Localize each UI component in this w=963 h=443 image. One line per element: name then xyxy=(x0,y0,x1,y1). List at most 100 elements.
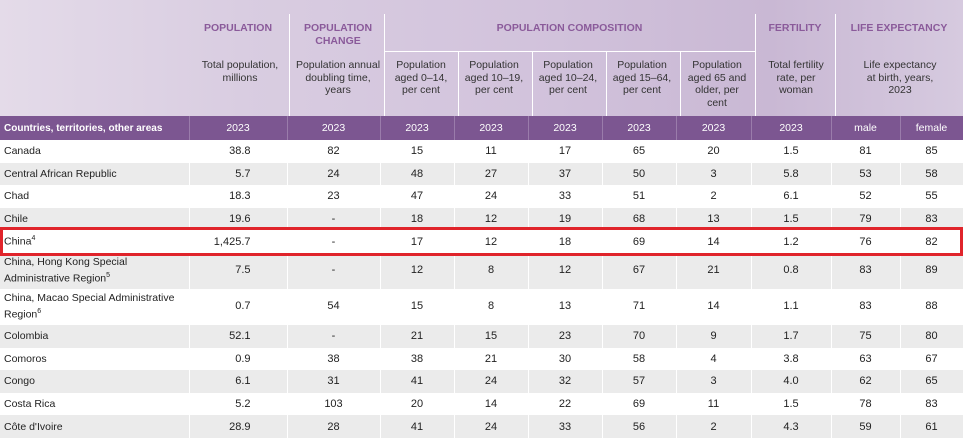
table-cell: 12 xyxy=(380,252,455,289)
table-cell: 31 xyxy=(287,370,381,393)
year-bar: Countries, territories, other areas 2023… xyxy=(0,116,963,140)
subheader-tfr: Total fertility rate, per woman xyxy=(768,59,824,96)
table-cell: 50 xyxy=(602,162,677,186)
table-cell: 24 xyxy=(454,185,529,208)
table-cell: 14 xyxy=(454,392,529,416)
year-cell: 2023 xyxy=(287,116,381,140)
table-cell: 67 xyxy=(602,252,677,289)
table-cell: 79 xyxy=(831,207,901,231)
footnote-marker: 4 xyxy=(31,235,36,243)
year-cell: 2023 xyxy=(528,116,603,140)
table-cell: 33 xyxy=(528,415,603,438)
table-cell: 20 xyxy=(380,392,455,416)
table-cell: 15 xyxy=(380,140,455,163)
country-name: China4 xyxy=(0,230,190,253)
subheader-aged-0-14: Population aged 0–14, per cent xyxy=(394,59,448,96)
country-name: Congo xyxy=(0,370,190,393)
table-cell: 61 xyxy=(900,415,963,438)
table-cell: - xyxy=(287,324,381,348)
table-cell: 23 xyxy=(528,324,603,348)
table-cell: 4.0 xyxy=(751,370,832,393)
table-cell: 0.8 xyxy=(751,252,832,289)
footnote-marker: 6 xyxy=(37,308,42,316)
category-fertility: FERTILITY xyxy=(768,22,822,34)
table-cell: 82 xyxy=(287,140,381,163)
table-cell: 24 xyxy=(454,415,529,438)
table-cell: 1,425.7 xyxy=(189,230,288,253)
male-header: male xyxy=(831,116,901,140)
table-cell: 65 xyxy=(900,370,963,393)
table-cell: 47 xyxy=(380,185,455,208)
table-cell: 5.2 xyxy=(189,392,288,416)
table-cell: 0.9 xyxy=(189,347,288,371)
table-cell: 80 xyxy=(900,324,963,348)
country-name: Chad xyxy=(0,185,190,208)
table-cell: 12 xyxy=(454,230,529,253)
table-cell: 20 xyxy=(676,140,752,163)
table-cell: 81 xyxy=(831,140,901,163)
country-name: China, Macao Special Administrative Regi… xyxy=(0,288,190,325)
table-cell: 21 xyxy=(676,252,752,289)
table-row: Central African Republic 5.7 24 48 27 37 50 3 5.… xyxy=(0,162,963,186)
table-cell: 18.3 xyxy=(189,185,288,208)
table-cell: 15 xyxy=(380,288,455,325)
table-cell: 37 xyxy=(528,162,603,186)
table-cell: 19 xyxy=(528,207,603,231)
table-cell: 32 xyxy=(528,370,603,393)
table-cell: 71 xyxy=(602,288,677,325)
countries-column-header: Countries, territories, other areas xyxy=(0,116,190,140)
subheader-aged-10-24: Population aged 10–24, per cent xyxy=(538,59,598,96)
country-name: Colombia xyxy=(0,324,190,348)
table-cell: 70 xyxy=(602,324,677,348)
category-population-composition: POPULATION COMPOSITION xyxy=(496,22,643,34)
subheader-aged-65: Population aged 65 and older, per cent xyxy=(687,59,747,109)
table-cell: 82 xyxy=(900,230,963,253)
table-cell: 41 xyxy=(380,415,455,438)
country-name: Costa Rica xyxy=(0,392,190,416)
table-cell: 57 xyxy=(602,370,677,393)
table-cell: 41 xyxy=(380,370,455,393)
table-cell: 103 xyxy=(287,392,381,416)
subheader-life-expectancy: Life expectancy at birth, years, 2023 xyxy=(863,59,937,96)
table-cell: 1.1 xyxy=(751,288,832,325)
table-cell: 56 xyxy=(602,415,677,438)
table-cell: 14 xyxy=(676,288,752,325)
table-cell: 12 xyxy=(528,252,603,289)
table-cell: 24 xyxy=(287,162,381,186)
table-cell: 8 xyxy=(454,252,529,289)
table-cell: 15 xyxy=(454,324,529,348)
table-row: Canada 38.8 82 15 11 17 65 20 1.5 81 85 xyxy=(0,140,963,163)
table-cell: 75 xyxy=(831,324,901,348)
table-cell: 0.7 xyxy=(189,288,288,325)
table-cell: 78 xyxy=(831,392,901,416)
table-cell: 69 xyxy=(602,392,677,416)
table-cell: 6.1 xyxy=(189,370,288,393)
table-cell: 38 xyxy=(287,347,381,371)
table-cell: 83 xyxy=(900,392,963,416)
table-cell: 38.8 xyxy=(189,140,288,163)
table-row: Comoros 0.9 38 38 21 30 58 4 3.8 63 67 xyxy=(0,347,963,371)
table-cell: 1.5 xyxy=(751,140,832,163)
table-cell: 17 xyxy=(528,140,603,163)
category-life-expectancy: LIFE EXPECTANCY xyxy=(850,22,948,34)
category-population: POPULATION xyxy=(203,22,273,34)
table-cell: 58 xyxy=(900,162,963,186)
table-row: China4 1,425.7-17 12 18 69 14 1.2 76 82 xyxy=(0,230,963,253)
table-row: Colombia 52.1-21 15 23 70 9 1.7 75 80 xyxy=(0,324,963,348)
table-row: Chad 18.3 23 47 24 33 51 2 6.1 52 55 xyxy=(0,185,963,208)
country-name: China, Hong Kong Special Administrative … xyxy=(0,252,190,289)
table-cell: 54 xyxy=(287,288,381,325)
table-cell: 3.8 xyxy=(751,347,832,371)
table-cell: 1.5 xyxy=(751,207,832,231)
table-cell: 38 xyxy=(380,347,455,371)
table-cell: 27 xyxy=(454,162,529,186)
table-cell: 2 xyxy=(676,415,752,438)
table-cell: 85 xyxy=(900,140,963,163)
table-cell: 53 xyxy=(831,162,901,186)
table-cell: 1.2 xyxy=(751,230,832,253)
table-cell: 33 xyxy=(528,185,603,208)
category-population-change: POPULATION CHANGE xyxy=(303,22,373,47)
country-name: Chile xyxy=(0,207,190,231)
table-cell: 23 xyxy=(287,185,381,208)
table-cell: 65 xyxy=(602,140,677,163)
